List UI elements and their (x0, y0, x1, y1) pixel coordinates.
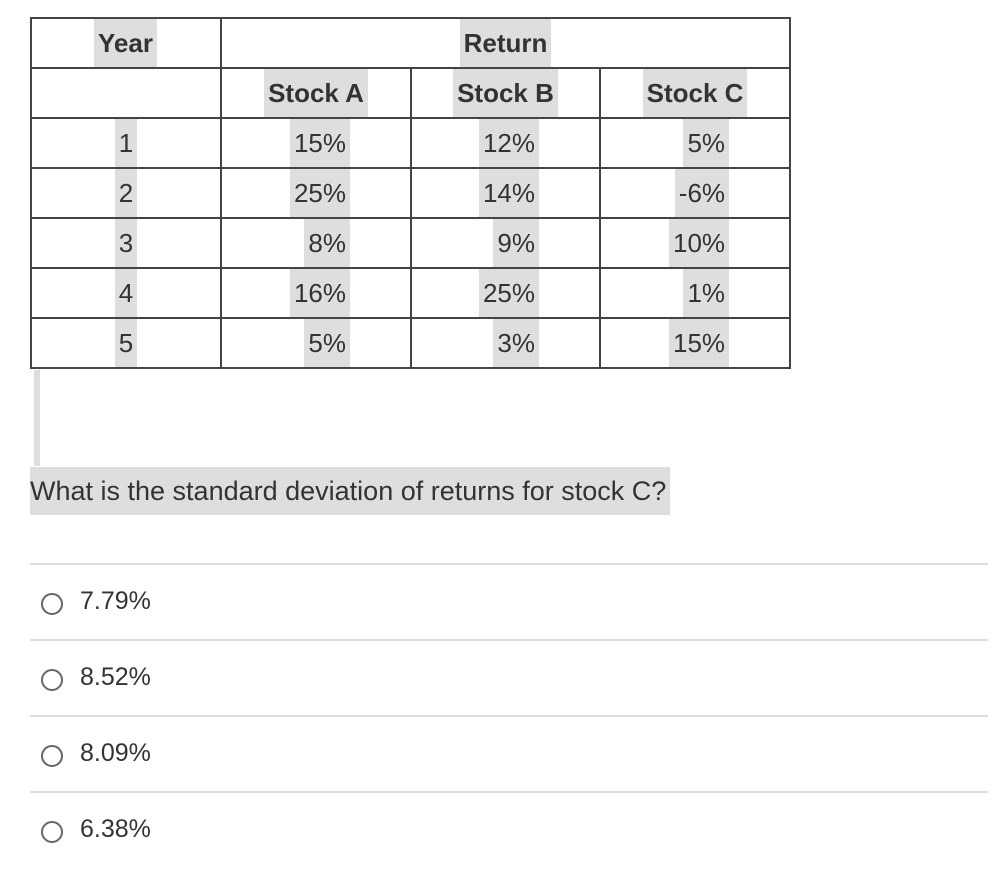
return-cell: 16% (289, 269, 350, 317)
cell: 12% (410, 117, 601, 169)
return-cell: 15% (668, 319, 730, 367)
cell: 15% (220, 117, 412, 169)
cell: 25% (410, 267, 601, 319)
return-cell: 14% (478, 169, 539, 217)
answer-option[interactable]: 8.52% (30, 639, 988, 717)
option-label: 6.38% (80, 815, 151, 843)
cell: 5% (220, 317, 412, 369)
header-row: Year Return (30, 17, 792, 69)
radio-button[interactable] (41, 669, 63, 691)
returns-table: Year Return Stock A Stock B Stock C 1 15%… (30, 17, 792, 369)
answer-option[interactable]: 7.79% (30, 563, 988, 641)
year-cell: 1 (114, 119, 138, 167)
return-cell: 1% (683, 269, 730, 317)
data-row: 5 5% 3% 15% (30, 317, 792, 369)
question: What is the standard deviation of return… (30, 467, 671, 515)
return-cell: 9% (493, 219, 539, 267)
table-body: Year Return Stock A Stock B Stock C 1 15%… (30, 17, 792, 369)
year-cell: 2 (114, 169, 138, 217)
cell: 10% (598, 217, 792, 269)
cell: 15% (598, 317, 792, 369)
radio-button[interactable] (41, 593, 63, 615)
year-cell: 3 (114, 219, 138, 267)
cell: 25% (220, 167, 412, 219)
option-label: 8.09% (80, 739, 151, 767)
cell: -6% (598, 167, 792, 219)
cell: 9% (410, 217, 601, 269)
return-cell: -6% (674, 169, 730, 217)
cell: 3% (410, 317, 601, 369)
return-cell: 5% (683, 119, 730, 167)
option-label: 7.79% (80, 587, 151, 615)
data-row: 1 15% 12% 5% (30, 117, 792, 169)
subheader-row: Stock A Stock B Stock C (30, 67, 792, 119)
blank-highlight (34, 370, 40, 466)
radio-button[interactable] (41, 821, 63, 843)
return-cell: 25% (478, 269, 539, 317)
subheader-cell: Stock B (453, 69, 558, 117)
data-row: 4 16% 25% 1% (30, 267, 792, 319)
return-cell: 25% (289, 169, 350, 217)
cell: 5% (598, 117, 792, 169)
return-cell: 3% (493, 319, 539, 367)
answer-option[interactable]: 8.09% (30, 715, 988, 793)
answer-option[interactable]: 6.38% (30, 791, 988, 869)
year-cell: 5 (114, 319, 138, 367)
return-cell: 5% (304, 319, 350, 367)
data-row: 3 8% 9% 10% (30, 217, 792, 269)
radio-button[interactable] (41, 745, 63, 767)
header-cell: Return (459, 19, 552, 67)
cell: 8% (220, 217, 412, 269)
return-cell: 8% (304, 219, 350, 267)
return-cell: 10% (668, 219, 730, 267)
option-label: 8.52% (80, 663, 151, 691)
return-cell: 15% (289, 119, 350, 167)
header-cell: Year (94, 19, 157, 67)
cell: 4 (30, 267, 222, 319)
subheader-cell: Stock C (642, 69, 748, 117)
cell: 2 (30, 167, 222, 219)
return-cell: 12% (478, 119, 539, 167)
data-row: 2 25% 14% -6% (30, 167, 792, 219)
cell: 5 (30, 317, 222, 369)
year-cell: 4 (114, 269, 138, 317)
cell: 1% (598, 267, 792, 319)
cell: 14% (410, 167, 601, 219)
cell: 3 (30, 217, 222, 269)
cell: 1 (30, 117, 222, 169)
subheader-cell: Stock A (264, 69, 368, 117)
cell: 16% (220, 267, 412, 319)
